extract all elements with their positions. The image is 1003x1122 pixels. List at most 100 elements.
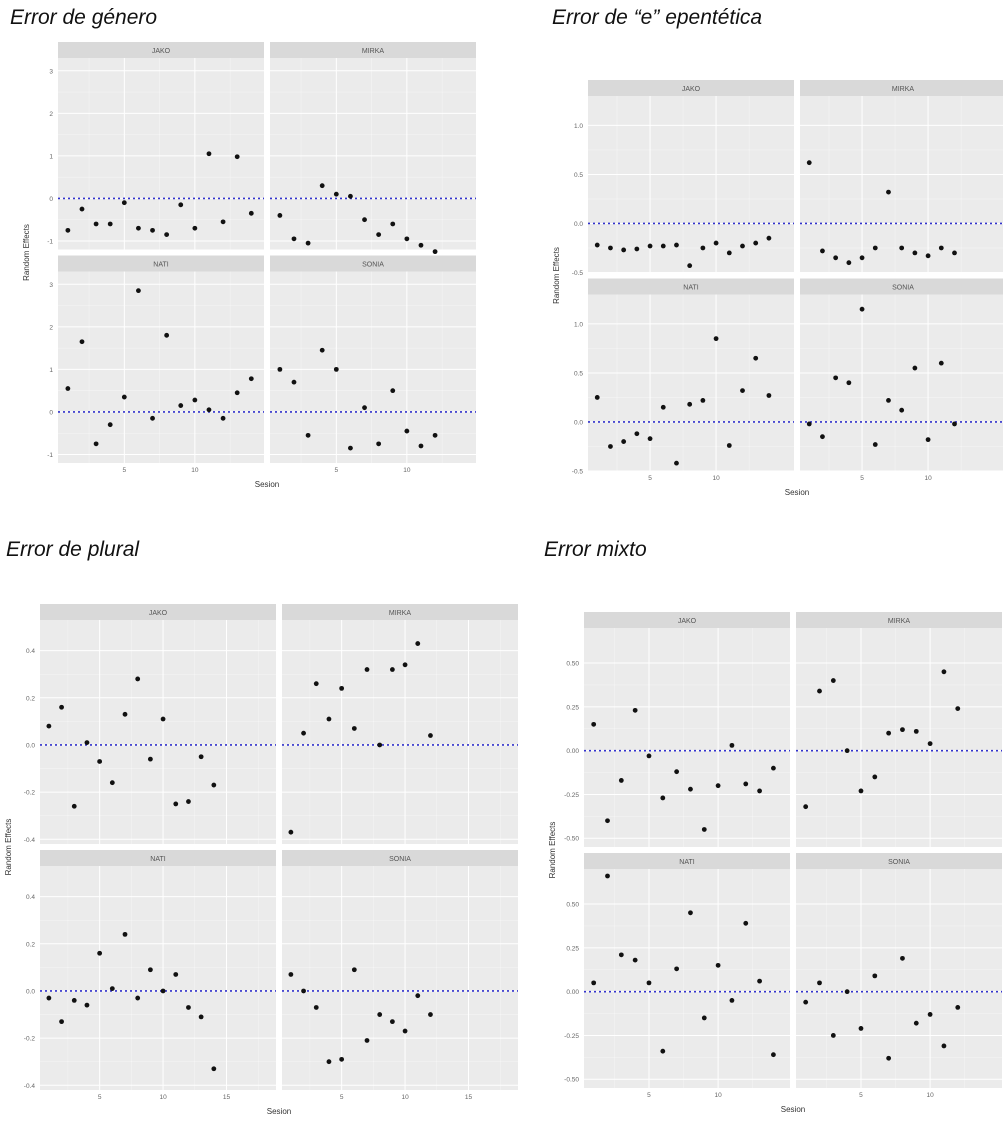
y-tick-label: 2 — [49, 324, 53, 331]
x-axis-title: Sesion — [267, 1107, 291, 1116]
facet-label: NATI — [683, 285, 698, 292]
data-point — [817, 980, 822, 986]
x-tick-label: 15 — [223, 1094, 231, 1101]
data-point — [173, 972, 179, 977]
data-point — [713, 240, 719, 246]
y-tick-label: 0 — [49, 196, 53, 203]
data-point — [121, 200, 127, 206]
x-tick-label: 10 — [191, 467, 199, 474]
data-point — [107, 221, 113, 227]
facet-panel-sonia: SONIA 5 10 — [270, 255, 476, 474]
data-point — [757, 788, 762, 794]
data-point — [192, 397, 198, 403]
plot-panel — [40, 866, 276, 1090]
facet-panel-jako: JAKO -0.4 -0.2 0.0 0.2 0.4 — [24, 604, 276, 844]
data-point — [84, 740, 90, 746]
facet-strip — [282, 604, 518, 620]
y-tick-label: 1.0 — [574, 123, 583, 130]
facet-label: NATI — [679, 859, 694, 866]
data-point — [913, 1020, 919, 1026]
data-point — [150, 415, 155, 421]
plot-panel — [588, 96, 794, 273]
data-point — [618, 778, 624, 783]
data-point — [701, 827, 707, 832]
y-tick-label: 0.50 — [566, 661, 579, 668]
data-point — [206, 407, 212, 413]
facet-label: MIRKA — [888, 618, 911, 625]
plot-panel — [796, 869, 1002, 1088]
data-point — [351, 967, 357, 973]
data-point — [938, 360, 944, 366]
data-point — [674, 242, 679, 248]
data-point — [938, 245, 944, 251]
plot-panel — [584, 869, 790, 1088]
data-point — [211, 782, 217, 788]
x-tick-label: 5 — [335, 467, 339, 474]
y-axis-title: Random Effects — [22, 224, 31, 281]
y-tick-label: 0.50 — [566, 902, 579, 909]
data-point — [726, 443, 732, 448]
data-point — [339, 685, 345, 691]
data-point — [326, 1059, 332, 1065]
data-point — [362, 217, 367, 223]
data-point — [173, 801, 179, 807]
y-tick-label: 0.25 — [566, 704, 579, 711]
y-tick-label: 0.4 — [26, 648, 35, 655]
facet-label: SONIA — [389, 856, 411, 863]
x-tick-label: 15 — [465, 1094, 473, 1101]
data-point — [313, 681, 319, 687]
data-point — [93, 441, 99, 447]
data-point — [687, 263, 693, 269]
data-point — [160, 988, 166, 994]
data-point — [886, 730, 892, 736]
data-point — [415, 641, 421, 646]
data-point — [660, 243, 666, 249]
data-point — [771, 765, 776, 771]
x-axis-title: Sesion — [785, 488, 809, 497]
data-point — [389, 1019, 395, 1025]
data-point — [160, 716, 166, 722]
figure-title: Error de género — [10, 6, 158, 29]
data-point — [220, 219, 226, 225]
data-point — [178, 403, 184, 408]
facet-strip — [800, 278, 1003, 295]
data-point — [955, 1005, 961, 1010]
x-tick-label: 10 — [159, 1094, 167, 1101]
data-point — [351, 726, 357, 731]
y-tick-label: 3 — [49, 68, 53, 75]
plot-panel — [270, 58, 476, 250]
data-point — [844, 748, 850, 754]
y-tick-label: 0.00 — [566, 989, 579, 996]
data-point — [220, 415, 226, 421]
data-point — [376, 232, 382, 238]
data-point — [164, 332, 170, 338]
data-point — [806, 160, 812, 166]
data-point — [634, 246, 640, 252]
facet-panel-jako: JAKO -1 0 1 2 3 — [47, 42, 264, 250]
facet-panel-mirka: MIRKA — [282, 604, 518, 844]
data-point — [65, 227, 71, 233]
facet-panel-mirka: MIRKA — [796, 612, 1002, 847]
y-tick-label: -0.50 — [564, 836, 579, 843]
data-point — [688, 910, 693, 916]
figure-title: Error de “e” epentética — [552, 6, 763, 29]
data-point — [844, 989, 850, 995]
data-point — [858, 1026, 864, 1031]
data-point — [59, 1019, 64, 1025]
facet-strip — [270, 255, 476, 272]
y-tick-label: -0.5 — [572, 469, 584, 476]
data-point — [646, 980, 652, 986]
y-tick-label: 3 — [49, 282, 53, 289]
data-point — [594, 395, 600, 400]
data-point — [402, 1028, 408, 1034]
figure-genero: Error de género JAKO -1 0 1 2 3 MIRKA NATI -1 0 1 2… — [0, 0, 501, 495]
data-point — [846, 260, 852, 266]
plot-panel — [584, 628, 790, 847]
data-point — [912, 250, 918, 256]
data-point — [859, 255, 865, 261]
data-point — [660, 404, 666, 410]
data-point — [820, 248, 825, 254]
data-point — [404, 236, 410, 242]
data-point — [404, 428, 410, 434]
data-point — [740, 243, 745, 249]
